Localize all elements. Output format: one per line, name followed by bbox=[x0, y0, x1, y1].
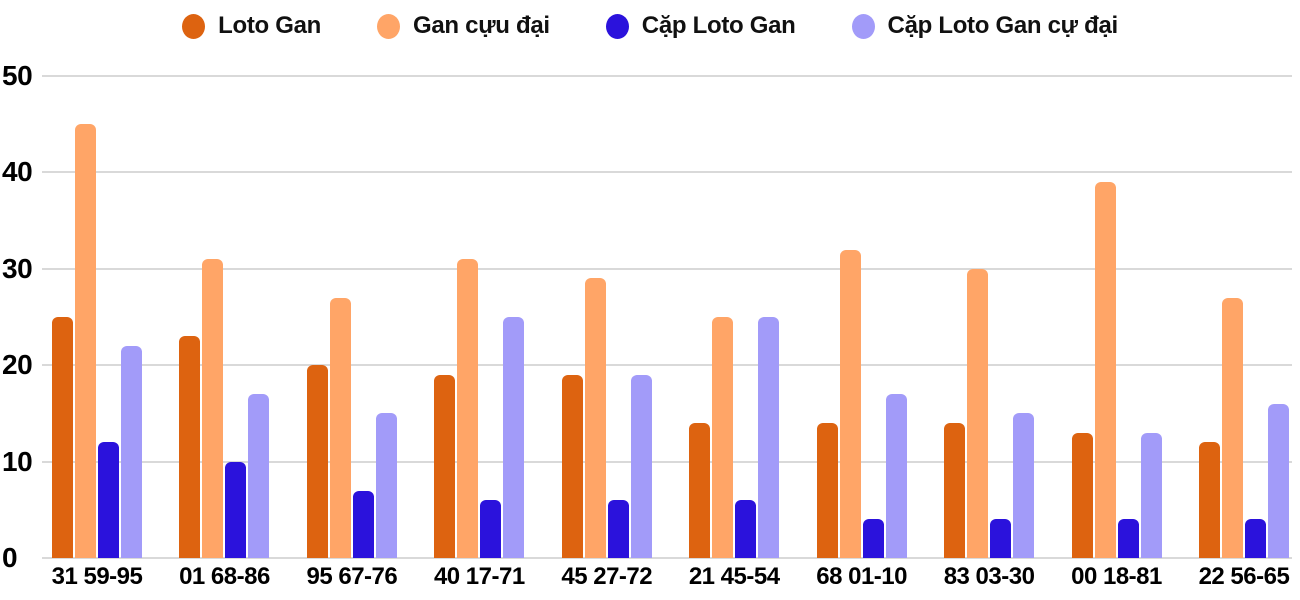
bar-gan-cựu-đại-10 bbox=[1221, 297, 1243, 558]
bar-gan-cựu-đại-9 bbox=[1094, 182, 1116, 558]
x-axis-labels: 31 59-95 01 68-86 95 67-76 40 17-71 45 27-72… bbox=[51, 562, 1290, 594]
bar-cặp-loto-gan-cự-đại-4 bbox=[503, 317, 525, 558]
x-label-cell: 00 18-81 bbox=[1071, 562, 1162, 594]
legend-item-1[interactable]: Loto Gan bbox=[182, 12, 321, 40]
legend-series-label: Cặp Loto Gan cự đại bbox=[887, 12, 1119, 39]
legend-item-2[interactable]: Gan cựu đại bbox=[377, 12, 550, 40]
y-tick-label: 50 bbox=[2, 60, 33, 91]
bar-cặp-loto-gan-cự-đại-8 bbox=[1013, 413, 1035, 558]
bar-loto-gan-9 bbox=[1071, 432, 1093, 558]
bar-loto-gan-4 bbox=[434, 374, 456, 558]
bar-gan-cựu-đại-3 bbox=[329, 297, 351, 558]
bar-cặp-loto-gan-cự-đại-5 bbox=[630, 374, 652, 558]
x-label-cell: 21 45-54 bbox=[688, 562, 780, 594]
legend-item-3[interactable]: Cặp Loto Gan bbox=[605, 12, 796, 40]
bar-cặp-loto-gan-2 bbox=[225, 461, 247, 558]
x-tick-label: 40 17-71 bbox=[433, 563, 525, 590]
y-tick-label: 20 bbox=[2, 349, 33, 381]
bar-group-8 bbox=[944, 76, 1035, 558]
bar-group-1 bbox=[52, 76, 142, 558]
legend-series-label: Loto Gan bbox=[218, 12, 322, 39]
bar-loto-gan-5 bbox=[561, 374, 583, 558]
bar-group-7 bbox=[816, 76, 907, 558]
x-label-cell: 68 01-10 bbox=[816, 562, 907, 594]
gridline-10 bbox=[42, 460, 1292, 463]
bar-cặp-loto-gan-cự-đại-9 bbox=[1140, 432, 1162, 558]
bar-gan-cựu-đại-4 bbox=[457, 259, 479, 558]
x-label-cell: 31 59-95 bbox=[51, 562, 143, 594]
x-tick-label: 21 45-54 bbox=[688, 563, 780, 590]
bar-loto-gan-10 bbox=[1198, 442, 1220, 558]
bar-group-3 bbox=[306, 76, 397, 558]
bar-cặp-loto-gan-6 bbox=[735, 500, 757, 558]
x-tick-label: 31 59-95 bbox=[51, 563, 143, 590]
gridline-50 bbox=[42, 75, 1292, 77]
x-label-cell: 95 67-76 bbox=[306, 562, 398, 594]
gridline-30 bbox=[42, 267, 1292, 270]
x-label-cell: 22 56-65 bbox=[1198, 562, 1290, 594]
y-tick-label: 0 bbox=[2, 542, 18, 573]
bar-gan-cựu-đại-2 bbox=[202, 259, 224, 558]
x-tick-label: 00 18-81 bbox=[1071, 563, 1162, 590]
gridline-40 bbox=[42, 171, 1292, 174]
bar-loto-gan-2 bbox=[179, 336, 201, 558]
x-tick-label: 95 67-76 bbox=[306, 563, 398, 590]
bar-group-2 bbox=[179, 76, 270, 558]
bars-layer bbox=[52, 76, 1289, 558]
bar-cặp-loto-gan-1 bbox=[98, 442, 119, 558]
bar-group-4 bbox=[434, 76, 525, 558]
y-tick-label: 40 bbox=[2, 156, 33, 188]
x-tick-label: 22 56-65 bbox=[1198, 563, 1290, 590]
bar-cặp-loto-gan-cự-đại-2 bbox=[248, 394, 270, 558]
bar-group-10 bbox=[1198, 76, 1289, 558]
x-label-cell: 40 17-71 bbox=[433, 562, 525, 594]
gridline-0 bbox=[42, 557, 1292, 559]
y-tick-label: 30 bbox=[2, 252, 33, 284]
legend-dot-icon bbox=[182, 13, 206, 39]
legend-dot-icon bbox=[377, 13, 401, 39]
bar-cặp-loto-gan-5 bbox=[607, 500, 629, 558]
bar-cặp-loto-gan-cự-đại-1 bbox=[121, 345, 142, 558]
bar-group-5 bbox=[561, 76, 652, 558]
legend-dot-icon bbox=[605, 13, 629, 39]
bar-gan-cựu-đại-1 bbox=[75, 124, 96, 558]
x-tick-label: 68 01-10 bbox=[816, 563, 907, 590]
x-label-cell: 83 03-30 bbox=[943, 562, 1035, 594]
bar-cặp-loto-gan-cự-đại-3 bbox=[375, 413, 397, 558]
legend-series-label: Gan cựu đại bbox=[413, 12, 550, 39]
bar-cặp-loto-gan-10 bbox=[1244, 519, 1266, 558]
bar-cặp-loto-gan-cự-đại-6 bbox=[758, 317, 780, 558]
gridline-20 bbox=[42, 364, 1292, 367]
bar-gan-cựu-đại-5 bbox=[584, 278, 606, 558]
x-tick-label: 01 68-86 bbox=[179, 563, 270, 590]
bar-cặp-loto-gan-8 bbox=[990, 519, 1012, 558]
bar-cặp-loto-gan-9 bbox=[1117, 519, 1139, 558]
bar-loto-gan-7 bbox=[816, 423, 838, 558]
x-tick-label: 45 27-72 bbox=[561, 563, 653, 590]
bar-loto-gan-8 bbox=[944, 423, 966, 558]
bar-cặp-loto-gan-4 bbox=[480, 500, 502, 558]
legend: Loto Gan Gan cựu đại Cặp Loto Gan Cặp Loto … bbox=[0, 6, 1300, 46]
x-label-cell: 01 68-86 bbox=[179, 562, 270, 594]
y-tick-label: 10 bbox=[2, 445, 33, 477]
bar-gan-cựu-đại-8 bbox=[967, 268, 989, 558]
bar-gan-cựu-đại-7 bbox=[839, 249, 861, 558]
legend-dot-icon bbox=[851, 13, 875, 39]
bar-cặp-loto-gan-cự-đại-10 bbox=[1267, 403, 1289, 558]
bar-loto-gan-6 bbox=[689, 423, 711, 558]
bar-loto-gan-1 bbox=[52, 317, 73, 558]
x-tick-label: 83 03-30 bbox=[943, 563, 1035, 590]
bar-gan-cựu-đại-6 bbox=[712, 317, 734, 558]
x-label-cell: 45 27-72 bbox=[561, 562, 653, 594]
bar-group-6 bbox=[689, 76, 780, 558]
legend-item-4[interactable]: Cặp Loto Gan cự đại bbox=[851, 12, 1119, 40]
bar-cặp-loto-gan-cự-đại-7 bbox=[885, 394, 907, 558]
bar-cặp-loto-gan-7 bbox=[862, 519, 884, 558]
legend-series-label: Cặp Loto Gan bbox=[641, 12, 796, 39]
bar-cặp-loto-gan-3 bbox=[352, 490, 374, 558]
bar-loto-gan-3 bbox=[306, 365, 328, 558]
bar-group-9 bbox=[1071, 76, 1162, 558]
